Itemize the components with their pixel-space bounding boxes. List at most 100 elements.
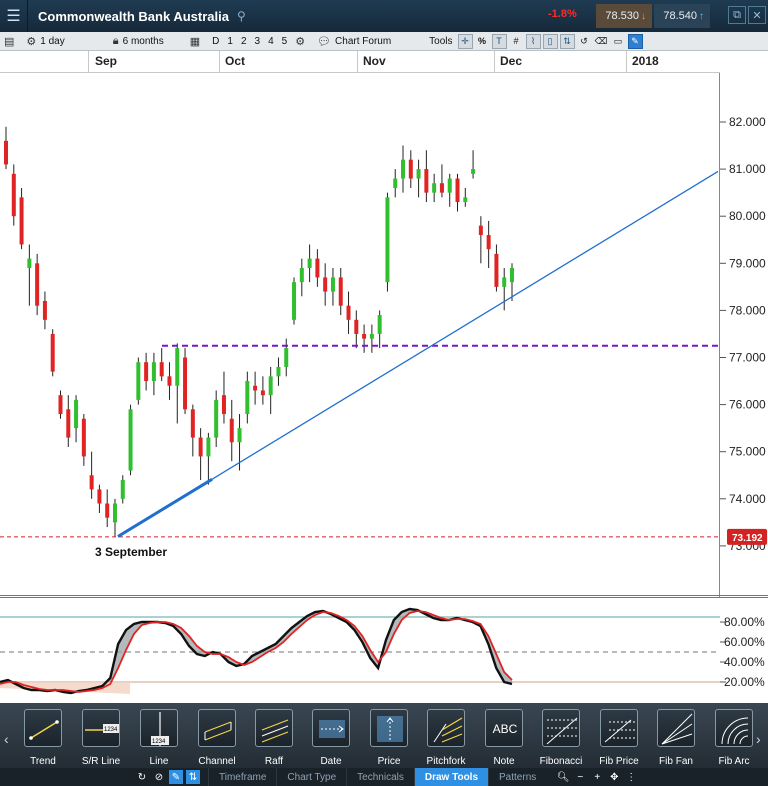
refresh-icon[interactable]: ↺	[580, 35, 588, 46]
price-change: -1.8%	[548, 8, 577, 20]
zoom-in-icon[interactable]: +	[594, 771, 601, 783]
tab-technicals[interactable]: Technicals	[346, 768, 414, 786]
no-entry-icon[interactable]: ⊘	[154, 771, 164, 783]
price-tick-label: 81.000	[729, 162, 766, 176]
draw-tool-pitchfork[interactable]: Pitchfork	[421, 709, 471, 767]
candle-body	[455, 178, 460, 203]
note-abc-text: ABC	[492, 722, 518, 736]
draw-tool-channel[interactable]: Channel	[192, 709, 242, 767]
tab-timeframe[interactable]: Timeframe	[208, 768, 276, 786]
percent-icon[interactable]: %	[478, 36, 487, 46]
range-select[interactable]: 🔒︎ 6 months	[109, 32, 168, 51]
grid-icon[interactable]: #	[513, 36, 519, 46]
trend-line-anchor-segment[interactable]	[117, 478, 213, 538]
tab-draw-tools[interactable]: Draw Tools	[413, 768, 489, 786]
candle-body	[144, 362, 149, 382]
zoom-icon[interactable]: 🔍︎	[556, 771, 570, 783]
candle-body	[478, 225, 483, 236]
period-d[interactable]: D	[212, 35, 220, 47]
period-3[interactable]: 3	[254, 35, 261, 47]
candle-body	[408, 159, 413, 179]
period-1[interactable]: 1	[227, 35, 233, 47]
month-divider	[494, 51, 495, 73]
stoch-tick-label: 60.00%	[724, 635, 765, 649]
crosshair-tool-icon[interactable]: ✛	[457, 33, 473, 49]
candle-body	[105, 503, 110, 518]
draw-tool-date[interactable]: Date	[306, 709, 356, 767]
fib-price-icon	[600, 709, 638, 747]
snapshot-icon[interactable]: ▭	[613, 35, 623, 46]
candle-body	[393, 178, 398, 188]
sell-price-button[interactable]: 78.530 ↓	[596, 4, 652, 28]
draw-tool-label: Trend	[30, 756, 56, 767]
fit-icon[interactable]: ✥	[610, 771, 619, 783]
more-icon[interactable]: ⋮	[626, 771, 637, 783]
text-tool-icon[interactable]: T	[491, 33, 507, 49]
sync-icon[interactable]: ⇅	[186, 770, 200, 784]
magnet-icon[interactable]: ⌇	[525, 33, 541, 49]
tab-chart-type[interactable]: Chart Type	[276, 768, 346, 786]
draw-tool-line[interactable]: 1234 Line	[134, 709, 184, 767]
draw-tool-note[interactable]: ABC Note	[479, 709, 529, 767]
arrow-down-icon: ↓	[641, 10, 646, 22]
hamburger-icon[interactable]: ☰	[0, 0, 28, 32]
chart-forum-button[interactable]: 💬︎ Chart Forum	[313, 32, 395, 51]
date-range-icon	[312, 709, 350, 747]
pencil-icon[interactable]: ✎	[169, 770, 183, 784]
draw-tool-s-r-line[interactable]: 1234 S/R Line	[76, 709, 126, 767]
candle-body	[175, 348, 180, 386]
layout-button[interactable]: ▤	[0, 32, 22, 51]
chart-toolbar: ▤ ⚙ 1 day 🔒︎ 6 months ▦ D 1 2 3 4 5 ⚙ 💬︎ Ch…	[0, 32, 768, 51]
interval-label: 1 day	[40, 35, 65, 47]
period-2[interactable]: 2	[240, 35, 247, 47]
draw-tool-fib-arc[interactable]: Fib Arc	[709, 709, 759, 767]
sell-price: 78.530	[605, 10, 639, 22]
calendar-button[interactable]: ▦	[186, 32, 208, 51]
draw-tool-label: Line	[149, 756, 169, 767]
fib-fan-icon	[657, 709, 695, 747]
close-icon[interactable]: ✕	[748, 6, 766, 24]
search-icon[interactable]: ⚲	[236, 9, 246, 23]
interval-select[interactable]: ⚙ 1 day	[22, 32, 68, 51]
candle-body	[502, 277, 507, 287]
price-chart-svg[interactable]: 82.000 81.000 80.000 79.000 78.000 77.000 76.0…	[0, 73, 768, 703]
compare-icon[interactable]: ⇅	[559, 33, 575, 49]
chevron-right-icon[interactable]: ›	[756, 731, 761, 747]
candle-body	[245, 381, 250, 415]
reset-icon[interactable]: ↻	[137, 771, 147, 783]
draw-tools-toggle-icon[interactable]: ✎	[627, 33, 643, 49]
draw-tool-trend[interactable]: Trend	[18, 709, 68, 767]
candle-type-icon[interactable]: ▯	[542, 33, 558, 49]
chart-area[interactable]: 82.000 81.000 80.000 79.000 78.000 77.000 76.0…	[0, 73, 768, 703]
draw-tool-fibonacci[interactable]: Fibonacci	[536, 709, 586, 767]
period-4[interactable]: 4	[268, 35, 274, 47]
price-tick-label: 75.000	[729, 445, 766, 459]
candle-body	[167, 376, 172, 386]
chevron-left-icon[interactable]: ‹	[4, 731, 9, 747]
candle-body	[268, 376, 273, 396]
candle-body	[284, 348, 289, 367]
candle-body	[151, 362, 156, 382]
popout-icon[interactable]: ⧉	[728, 6, 746, 24]
draw-tool-fib-fan[interactable]: Fib Fan	[651, 709, 701, 767]
zoom-out-icon[interactable]: −	[577, 771, 584, 783]
draw-tool-fib-price[interactable]: Fib Price	[594, 709, 644, 767]
candle-body	[128, 409, 133, 471]
draw-tool-label: Pitchfork	[426, 756, 466, 767]
settings-button[interactable]: ⚙	[291, 32, 313, 51]
draw-tool-raff[interactable]: Raff	[249, 709, 299, 767]
buy-price-button[interactable]: 78.540 ↑	[654, 4, 710, 28]
candle-body	[42, 300, 47, 320]
candle-body	[58, 395, 63, 415]
chat-bubble-icon: 💬︎	[317, 35, 332, 48]
title-bar: ☰ Commonwealth Bank Australia ⚲ -1.8% 78…	[0, 0, 768, 32]
note-icon: ABC	[485, 709, 523, 747]
tab-patterns[interactable]: Patterns	[488, 768, 546, 786]
trend-line[interactable]	[117, 170, 719, 538]
eraser-icon[interactable]: ⌫	[594, 35, 608, 46]
period-5[interactable]: 5	[281, 35, 288, 47]
candle-body	[369, 333, 374, 339]
draw-tool-price[interactable]: Price	[364, 709, 414, 767]
draw-tool-label: Raff	[264, 756, 284, 767]
svg-text:1234: 1234	[104, 727, 118, 733]
